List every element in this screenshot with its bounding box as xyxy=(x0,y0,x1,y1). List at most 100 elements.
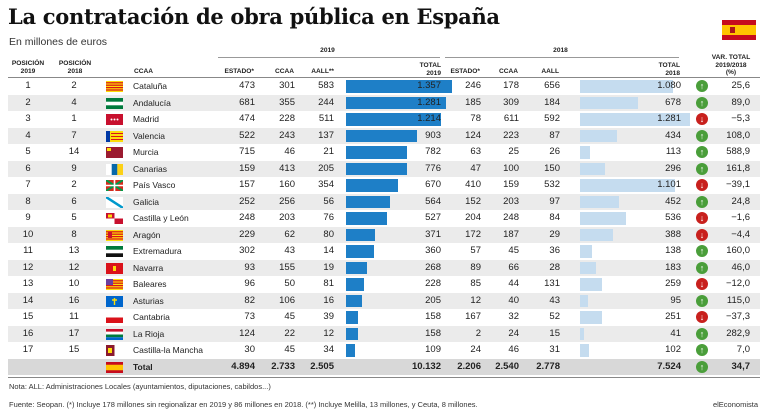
aall-2018: 532 xyxy=(544,179,560,190)
ccaa-2019: 45 xyxy=(284,311,295,322)
variation-percent: −4,4 xyxy=(731,228,750,240)
total-estado-2018: 2.206 xyxy=(457,360,481,372)
footnote: Nota: ALL: Administraciones Locales (ayu… xyxy=(9,382,271,391)
position-2019: 8 xyxy=(25,195,31,207)
arrow-up-icon: ↑ xyxy=(696,344,708,356)
variation-percent: 24,8 xyxy=(731,195,751,207)
estado-2018: 246 xyxy=(465,80,481,91)
table-row: 1 2 Cataluña 473 301 583 1.357 246 178 656 1.080 ↑ 2… xyxy=(8,78,760,95)
header-variation: VAR. TOTAL 2019/2018 (%) xyxy=(711,54,751,76)
position-2019: 17 xyxy=(22,344,34,355)
table-row: 6 9 Canarias 159 413 205 776 47 100 150 296 ↑ 161,8 xyxy=(8,160,760,177)
estado-2018: 410 xyxy=(465,179,481,190)
table-row: 3 1 Madrid 474 228 511 1.214 78 611 592 1.281 ↓ −5,3 xyxy=(8,111,760,128)
aall-2018: 656 xyxy=(544,80,560,91)
ccaa-2019: 160 xyxy=(279,179,295,190)
source-text: Fuente: Seopan. (*) Incluye 178 millones… xyxy=(9,400,478,409)
region-flag-icon xyxy=(106,97,123,109)
arrow-up-icon: ↑ xyxy=(696,80,708,92)
table-row: 10 8 Aragón 229 62 80 371 172 187 29 388 ↓ −4,4 xyxy=(8,226,760,243)
total-2018: 536 xyxy=(665,212,681,223)
table-row: 8 6 Galicia 252 256 56 564 152 203 97 452 ↑ 24,8 xyxy=(8,193,760,210)
region-name: Castilla y León xyxy=(133,213,189,223)
region-flag-icon xyxy=(106,262,123,274)
ccaa-2018: 178 xyxy=(503,80,519,91)
table-row: 2 4 Andalucía 681 355 244 1.281 185 309 184 678 ↑ 89… xyxy=(8,94,760,111)
position-2019: 13 xyxy=(22,278,34,289)
estado-2018: 85 xyxy=(470,278,481,289)
arrow-up-icon: ↑ xyxy=(696,96,708,109)
total-total-2019: 10.132 xyxy=(411,360,441,372)
aall-2019: 137 xyxy=(318,129,334,141)
estado-2019: 159 xyxy=(239,162,255,174)
estado-2019: 124 xyxy=(239,327,255,339)
aall-2019: 56 xyxy=(323,195,334,207)
header-estado-2019: ESTADO* xyxy=(224,68,254,75)
ccaa-2019: 155 xyxy=(279,261,295,273)
arrow-up-icon: ↑ xyxy=(696,129,708,142)
position-2018: 11 xyxy=(69,311,79,322)
aall-2018: 150 xyxy=(544,162,560,174)
position-2018: 1 xyxy=(71,113,77,124)
total-2019: 109 xyxy=(425,344,441,355)
region-name: País Vasco xyxy=(133,180,176,190)
ccaa-2019: 46 xyxy=(284,146,295,157)
total-total-2018: 7.524 xyxy=(657,360,681,372)
estado-2019: 715 xyxy=(239,146,255,157)
estado-2018: 167 xyxy=(465,311,481,322)
region-flag-icon xyxy=(106,196,123,208)
aall-2018: 15 xyxy=(549,327,560,339)
estado-2018: 152 xyxy=(465,195,481,207)
aall-2019: 583 xyxy=(318,80,334,91)
position-2019: 14 xyxy=(22,294,34,306)
bar-total-2018 xyxy=(580,162,605,175)
estado-2019: 252 xyxy=(239,195,255,207)
ccaa-2019: 228 xyxy=(279,113,295,124)
position-2019: 16 xyxy=(22,327,34,339)
region-flag-icon xyxy=(106,246,123,257)
variation-percent: 282,9 xyxy=(726,327,750,339)
estado-2019: 229 xyxy=(239,228,255,240)
total-2018: 296 xyxy=(665,162,681,174)
variation-percent: −37,3 xyxy=(725,311,750,322)
region-flag-icon xyxy=(106,163,123,175)
bar-total-2018 xyxy=(580,212,626,225)
region-name: Madrid xyxy=(133,114,159,124)
region-name: Valencia xyxy=(133,130,165,141)
estado-2019: 473 xyxy=(239,80,255,91)
region-name: Aragón xyxy=(133,229,161,240)
position-2018: 2 xyxy=(71,179,77,190)
footer-divider xyxy=(8,377,760,378)
total-estado-2019: 4.894 xyxy=(231,360,255,372)
arrow-up-icon: ↑ xyxy=(696,294,708,307)
region-name: Castilla-la Mancha xyxy=(133,345,203,355)
variation-percent: 115,0 xyxy=(726,294,750,306)
ccaa-2019: 413 xyxy=(279,162,295,174)
bar-total-2018 xyxy=(580,80,673,93)
bar-total-2018 xyxy=(580,245,592,258)
total-2018: 1.281 xyxy=(657,113,681,124)
total-2019: 158 xyxy=(425,327,441,339)
region-flag-icon xyxy=(106,130,123,142)
bar-total-2018 xyxy=(580,344,589,357)
header-position-2018: POSICIÓN 2018 xyxy=(58,60,92,75)
aall-2019: 21 xyxy=(323,146,334,157)
aall-2019: 81 xyxy=(323,278,334,289)
variation-percent: 108,0 xyxy=(726,129,750,141)
estado-2018: 2 xyxy=(475,327,481,339)
estado-2018: 47 xyxy=(470,162,481,174)
aall-2018: 29 xyxy=(549,228,560,240)
total-2019: 564 xyxy=(425,195,441,207)
ccaa-2019: 301 xyxy=(279,80,295,91)
table-row: 4 7 Valencia 522 243 137 903 124 223 87 434 ↑ 108,0 xyxy=(8,127,760,144)
position-2018: 17 xyxy=(68,327,80,339)
estado-2019: 96 xyxy=(244,278,255,289)
header-position-2019: POSICIÓN 2019 xyxy=(11,60,45,75)
ccaa-2018: 32 xyxy=(508,311,519,322)
ccaa-2019: 106 xyxy=(279,294,295,306)
table-row: 16 17 La Rioja 124 22 12 158 2 24 15 41 ↑ 282,9 xyxy=(8,325,760,342)
table-row: 11 13 Extremadura 302 43 14 360 57 45 36 138 ↑ 160,0 xyxy=(8,243,760,260)
ccaa-2018: 611 xyxy=(503,113,519,124)
total-2018: 102 xyxy=(665,344,681,355)
total-2019: 228 xyxy=(425,278,441,289)
